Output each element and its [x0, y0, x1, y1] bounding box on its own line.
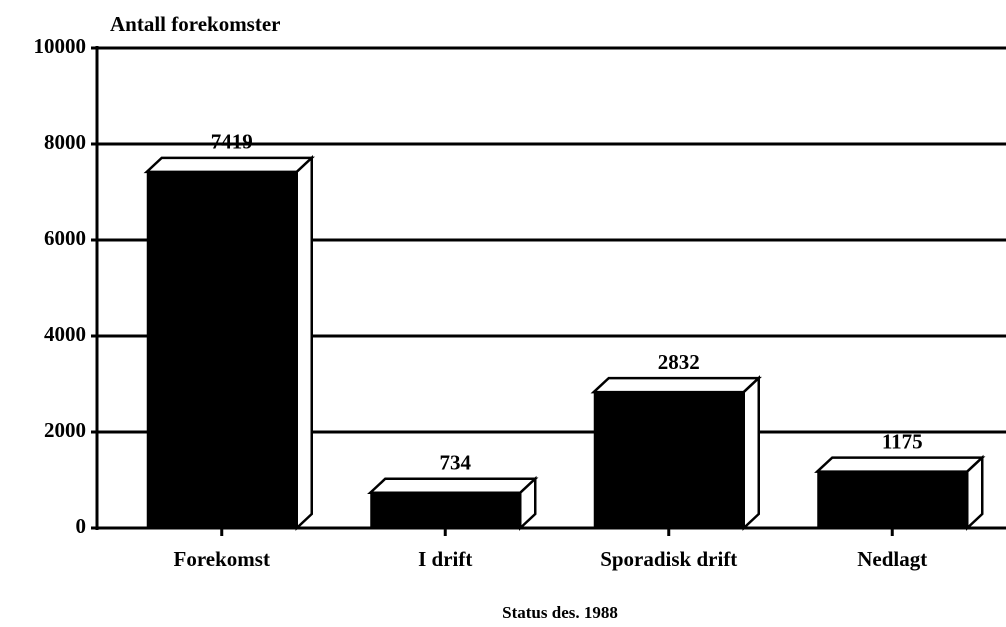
bar-side	[295, 155, 313, 531]
bar-side	[742, 375, 760, 531]
value-label: 1175	[882, 429, 923, 453]
y-tick-label: 2000	[44, 418, 86, 442]
y-tick-label: 6000	[44, 226, 86, 250]
bar	[370, 492, 521, 528]
bar-top	[143, 156, 315, 174]
y-tick-label: 4000	[44, 322, 86, 346]
x-tick-label: I drift	[418, 547, 472, 571]
bar	[146, 171, 297, 528]
bar	[817, 471, 968, 528]
bar-top	[814, 456, 986, 473]
y-axis-title: Antall forekomster	[110, 12, 281, 36]
bar-top	[367, 477, 539, 495]
x-tick-label: Nedlagt	[857, 547, 927, 571]
value-label: 7419	[211, 130, 253, 154]
bar	[593, 392, 744, 528]
x-tick-label: Forekomst	[174, 547, 270, 571]
x-tick-label: Sporadisk drift	[600, 547, 737, 571]
value-label: 2832	[658, 350, 700, 374]
x-axis-title: Status des. 1988	[502, 603, 618, 622]
y-tick-label: 8000	[44, 130, 86, 154]
bar-side	[966, 454, 984, 531]
bar-top	[590, 376, 762, 394]
value-label: 734	[440, 451, 472, 475]
y-tick-label: 0	[76, 514, 87, 538]
y-tick-label: 10000	[34, 34, 87, 58]
